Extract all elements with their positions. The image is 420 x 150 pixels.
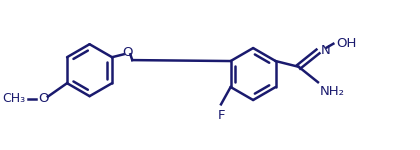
Text: N: N (321, 44, 331, 57)
Text: CH₃: CH₃ (3, 92, 26, 105)
Text: OH: OH (336, 37, 357, 50)
Text: NH₂: NH₂ (320, 85, 345, 98)
Text: O: O (122, 46, 133, 59)
Text: O: O (38, 92, 48, 105)
Text: F: F (217, 109, 225, 122)
